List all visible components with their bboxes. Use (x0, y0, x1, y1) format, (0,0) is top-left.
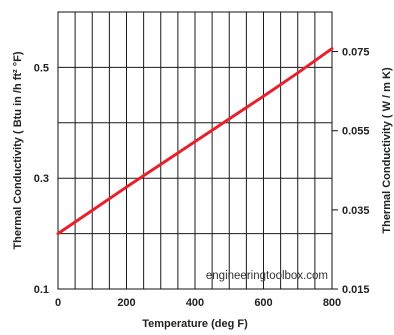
y2-tick-label: 0.075 (342, 47, 370, 59)
x-tick-label: 600 (254, 297, 272, 309)
y-tick-label: 0.1 (34, 284, 49, 296)
y-axis-label: Thermal Conductivity ( Btu in /h ft² °F) (12, 51, 24, 249)
grid-lines (58, 12, 332, 289)
x-tick-label: 200 (117, 297, 135, 309)
y2-tick-label: 0.015 (342, 284, 370, 296)
data-line (56, 47, 334, 236)
x-tick-label: 400 (186, 297, 204, 309)
plot-frame (57, 11, 333, 290)
y2-tick-label: 0.035 (342, 205, 370, 217)
series-layer (56, 47, 334, 236)
y2-tick-label: 0.055 (342, 126, 370, 138)
x-tick-label: 800 (323, 297, 341, 309)
ticks-layer: 0 200 400 600 800 0.1 0.3 0.5 0.015 0.035 0.055 0.0… (34, 47, 370, 309)
x-axis-label: Temperature (deg F) (142, 318, 248, 330)
y-tick-label: 0.5 (34, 62, 49, 74)
y2-axis-label: Thermal Conductivity ( W / m K) (381, 67, 393, 234)
watermark-text: engineeringtoolbox.com (206, 270, 328, 282)
x-tick-label: 0 (55, 297, 61, 309)
y-tick-label: 0.3 (34, 173, 49, 185)
